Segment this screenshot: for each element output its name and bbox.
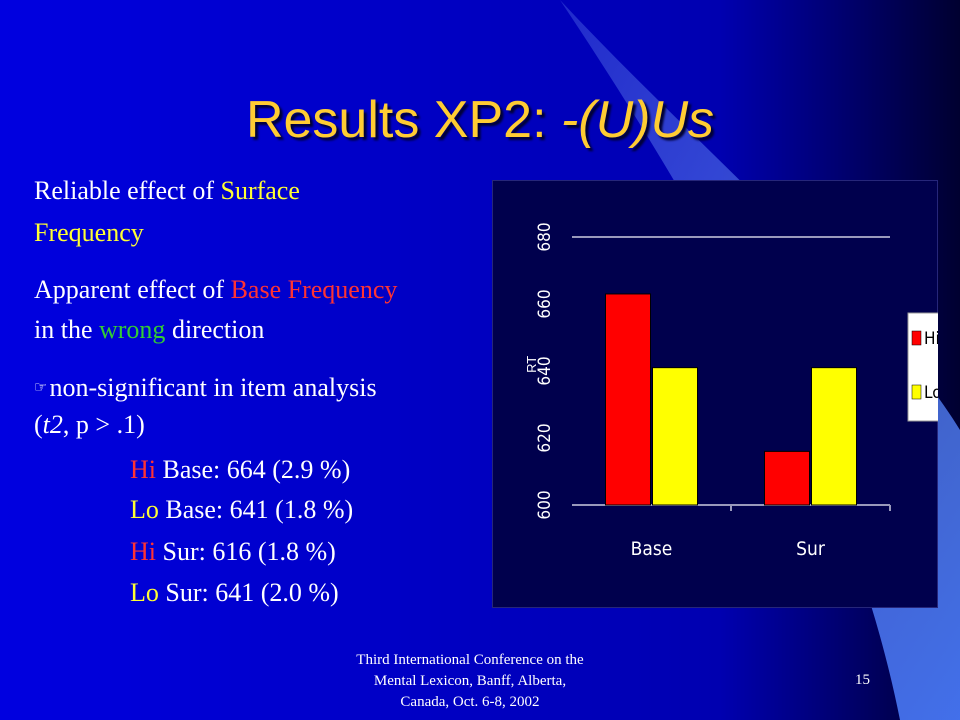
y-tick-label: 680: [535, 222, 555, 251]
y-tick-label: 600: [535, 490, 555, 519]
y-tick-label: 620: [535, 423, 555, 452]
bar-chart: 600 620 640 660 680 RT Base Sur Hi Lo: [524, 222, 938, 560]
legend-swatch-hi: [911, 330, 922, 346]
result-hi-sur: Hi Sur: 616 (1.8 %): [130, 537, 336, 566]
legend-label-lo: Lo: [924, 383, 938, 403]
x-tick-label: Sur: [796, 538, 826, 560]
footer-conference: Third International Conference on the Me…: [356, 652, 584, 710]
y-tick-label: 640: [535, 356, 555, 385]
text-line-1: Reliable effect of Surface: [34, 176, 300, 205]
result-hi-base: Hi Base: 664 (2.9 %): [130, 455, 351, 484]
page-number: 15: [855, 672, 870, 688]
chart-panel: [492, 180, 938, 608]
text-line-4: in the wrong direction: [34, 315, 265, 344]
bullet-item: ☞non-significant in item analysis: [34, 373, 377, 402]
legend-label-hi: Hi: [924, 329, 938, 349]
slide-title: Results XP2: -(U)Us: [245, 91, 715, 149]
text-line-3: Apparent effect of Base Frequency: [34, 275, 398, 304]
text-line-2: Frequency: [34, 218, 144, 247]
bar-lo-base: [652, 367, 698, 506]
stat-note: (t2, p > .1): [34, 410, 145, 439]
bar-lo-sur: [811, 367, 857, 506]
result-lo-base: Lo Base: 641 (1.8 %): [130, 495, 354, 524]
x-tick-label: Base: [631, 538, 673, 560]
bar-hi-base: [605, 293, 651, 506]
result-lo-sur: Lo Sur: 641 (2.0 %): [130, 578, 339, 607]
pointing-hand-icon: ☞: [34, 378, 48, 396]
y-tick-label: 660: [535, 289, 555, 318]
y-axis-label: RT: [524, 356, 539, 373]
legend-swatch-lo: [911, 384, 922, 400]
bar-hi-sur: [764, 450, 810, 506]
